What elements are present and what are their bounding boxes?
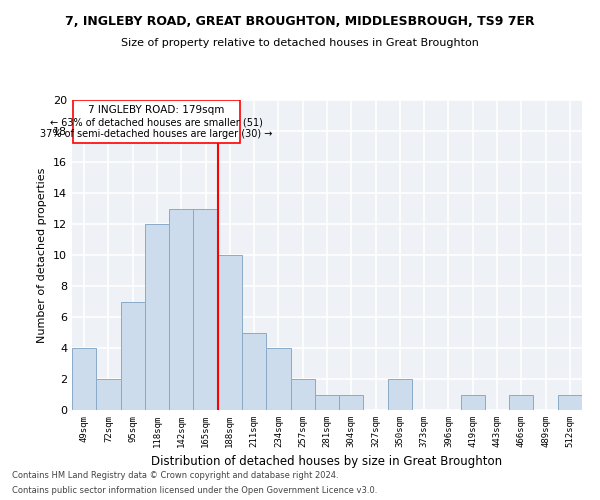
Text: Size of property relative to detached houses in Great Broughton: Size of property relative to detached ho… xyxy=(121,38,479,48)
Text: Contains public sector information licensed under the Open Government Licence v3: Contains public sector information licen… xyxy=(12,486,377,495)
Bar xyxy=(218,255,242,410)
Bar xyxy=(339,394,364,410)
Bar xyxy=(509,394,533,410)
Bar xyxy=(96,379,121,410)
Bar xyxy=(266,348,290,410)
Bar xyxy=(388,379,412,410)
Bar xyxy=(169,208,193,410)
Bar xyxy=(73,100,239,144)
Text: Contains HM Land Registry data © Crown copyright and database right 2024.: Contains HM Land Registry data © Crown c… xyxy=(12,471,338,480)
X-axis label: Distribution of detached houses by size in Great Broughton: Distribution of detached houses by size … xyxy=(151,456,503,468)
Bar xyxy=(242,332,266,410)
Bar xyxy=(558,394,582,410)
Text: ← 63% of detached houses are smaller (51): ← 63% of detached houses are smaller (51… xyxy=(50,117,263,127)
Text: 7 INGLEBY ROAD: 179sqm: 7 INGLEBY ROAD: 179sqm xyxy=(88,104,224,115)
Bar xyxy=(290,379,315,410)
Text: 7, INGLEBY ROAD, GREAT BROUGHTON, MIDDLESBROUGH, TS9 7ER: 7, INGLEBY ROAD, GREAT BROUGHTON, MIDDLE… xyxy=(65,15,535,28)
Bar xyxy=(72,348,96,410)
Bar xyxy=(121,302,145,410)
Bar xyxy=(461,394,485,410)
Text: 37% of semi-detached houses are larger (30) →: 37% of semi-detached houses are larger (… xyxy=(40,128,272,138)
Y-axis label: Number of detached properties: Number of detached properties xyxy=(37,168,47,342)
Bar xyxy=(193,208,218,410)
Bar xyxy=(145,224,169,410)
Bar xyxy=(315,394,339,410)
